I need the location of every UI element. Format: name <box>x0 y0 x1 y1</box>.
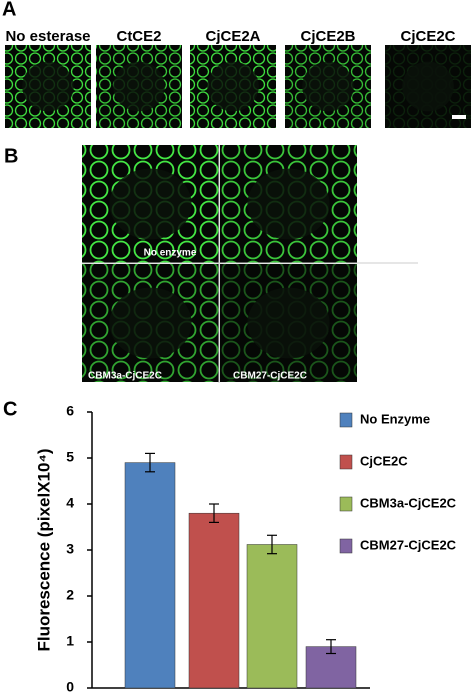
scale-bar <box>357 375 379 378</box>
micrograph-core <box>247 287 330 359</box>
bar <box>124 462 176 689</box>
image-label: CjCE2B <box>300 28 355 45</box>
image-label: CjCE2A <box>205 28 260 45</box>
y-tick-label: 1 <box>66 633 74 649</box>
micrograph-core <box>302 61 354 112</box>
micrograph-core <box>22 61 74 112</box>
image-label: CBM3a-CjCE2C <box>88 371 162 382</box>
y-tick-label: 6 <box>66 403 74 419</box>
legend-swatch <box>339 412 353 428</box>
y-axis-label: Fluorescence (pixelX10⁴) <box>34 448 53 651</box>
image-label: No enzyme <box>144 248 197 259</box>
y-tick-label: 3 <box>66 541 74 557</box>
image-label: CjCE2C <box>400 28 455 45</box>
image-label: CtCE2 <box>116 28 161 45</box>
image-label: No esterase <box>5 28 90 45</box>
panel-label: C <box>3 398 17 420</box>
micrograph-core <box>247 168 330 240</box>
legend-swatch <box>339 538 353 554</box>
legend-label: CBM27-CjCE2C <box>360 537 457 552</box>
legend-label: CBM3a-CjCE2C <box>360 495 457 510</box>
image-label: CjCE2C <box>362 248 399 259</box>
bar <box>188 512 240 689</box>
legend-label: CjCE2C <box>360 453 408 468</box>
micrograph-core <box>109 168 192 240</box>
panel-label: A <box>2 0 16 20</box>
micrograph-core <box>113 61 165 112</box>
bar <box>246 544 298 689</box>
legend-swatch <box>339 454 353 470</box>
micrograph-core <box>109 287 192 359</box>
legend-label: No Enzyme <box>360 411 430 426</box>
panel-label: B <box>4 145 18 167</box>
legend-swatch <box>339 496 353 512</box>
y-tick-label: 0 <box>66 679 74 694</box>
scale-bar <box>452 115 466 119</box>
image-label: CBM27-CjCE2C <box>233 371 307 382</box>
y-tick-label: 5 <box>66 449 74 465</box>
y-tick-label: 2 <box>66 587 74 603</box>
micrograph-core <box>207 61 259 112</box>
y-tick-label: 4 <box>66 495 74 511</box>
micrograph-core <box>402 61 454 112</box>
